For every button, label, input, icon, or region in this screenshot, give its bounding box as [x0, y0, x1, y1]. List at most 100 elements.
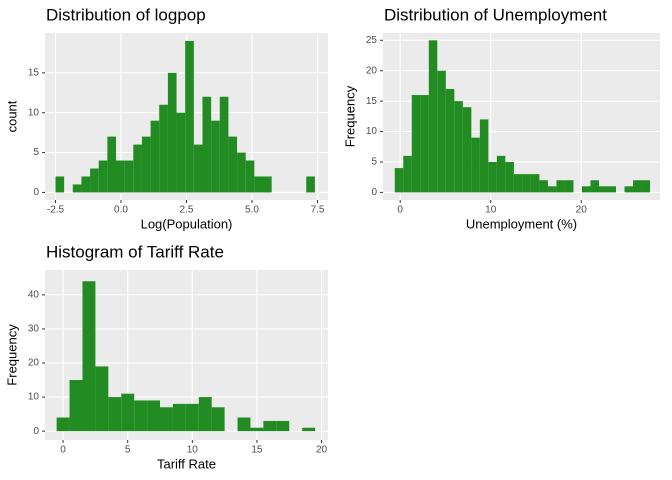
bar [245, 160, 255, 193]
bar [211, 407, 225, 432]
bar [160, 407, 173, 432]
bar [90, 168, 99, 193]
bar [420, 95, 429, 193]
bar [263, 420, 277, 432]
bar [590, 180, 599, 193]
bar [108, 397, 122, 432]
bar [250, 427, 264, 432]
y-tick-label: 0 [371, 187, 377, 198]
y-tick-label: 10 [366, 126, 378, 137]
chart-title: Histogram of Tariff Rate [46, 242, 224, 261]
bar [254, 176, 264, 193]
bar [302, 427, 316, 432]
bar [513, 174, 523, 193]
bar [496, 155, 506, 193]
y-tick-label: 10 [28, 107, 40, 118]
bar [403, 155, 412, 193]
bar [471, 137, 480, 193]
bar [134, 400, 148, 432]
y-tick-label: 15 [366, 96, 378, 107]
bar [539, 180, 548, 193]
bar [607, 186, 617, 193]
bar [55, 176, 65, 193]
bar [172, 403, 186, 432]
bar [159, 104, 168, 193]
bar [547, 186, 557, 193]
bar [219, 96, 229, 193]
bar [462, 107, 472, 193]
bar [133, 144, 142, 193]
bar [72, 184, 82, 193]
bar [641, 180, 651, 193]
bar [411, 95, 421, 193]
bar [437, 70, 446, 193]
bar [445, 88, 455, 193]
x-tick-label: -2.5 [47, 205, 65, 216]
x-tick-label: 7.5 [311, 205, 325, 216]
y-tick-label: 15 [28, 67, 40, 78]
bar [193, 144, 203, 193]
bar [276, 420, 290, 432]
x-tick-label: 20 [576, 205, 588, 216]
x-tick-label: 0 [397, 205, 403, 216]
bar [202, 96, 212, 193]
bar [479, 119, 489, 193]
chart-title: Distribution of logpop [46, 5, 206, 24]
bar [211, 120, 220, 193]
bar [176, 112, 186, 193]
bar [598, 186, 608, 193]
y-tick-label: 5 [33, 147, 39, 158]
bar [167, 72, 177, 193]
bar [95, 366, 109, 432]
y-axis-title: Frequency [4, 324, 19, 386]
x-tick-label: 0 [60, 445, 66, 456]
x-tick-label: 10 [187, 445, 199, 456]
x-axis-title: Log(Population) [141, 216, 233, 231]
y-tick-label: 20 [366, 65, 378, 76]
x-tick-label: 10 [485, 205, 497, 216]
bar [147, 400, 161, 432]
x-axis-title: Tariff Rate [157, 456, 216, 471]
bar [237, 417, 251, 432]
y-tick-label: 20 [28, 358, 40, 369]
x-tick-label: 5.0 [245, 205, 259, 216]
bar [394, 168, 404, 193]
bar [581, 186, 591, 193]
chart-title: Distribution of Unemployment [384, 5, 607, 24]
bar [556, 180, 565, 193]
bar [107, 136, 117, 193]
bar [530, 174, 540, 193]
bar [633, 180, 642, 193]
x-tick-label: 15 [251, 445, 263, 456]
y-tick-label: 5 [371, 157, 377, 168]
x-tick-label: 0.0 [114, 205, 128, 216]
bar [124, 160, 134, 193]
bar [141, 136, 151, 193]
x-tick-label: 5 [125, 445, 131, 456]
bar [306, 176, 315, 193]
bar [237, 152, 246, 193]
x-tick-label: 2.5 [180, 205, 194, 216]
y-tick-label: 0 [33, 426, 39, 437]
bar [185, 40, 194, 193]
y-tick-label: 40 [28, 290, 40, 301]
bar [505, 161, 514, 193]
x-tick-label: 20 [316, 445, 328, 456]
bar [624, 186, 634, 193]
y-tick-label: 10 [28, 392, 40, 403]
bar [428, 40, 438, 193]
bar [69, 380, 83, 432]
bar [81, 176, 91, 193]
y-tick-label: 30 [28, 324, 40, 335]
bar [488, 161, 497, 193]
x-axis-title: Unemployment (%) [466, 216, 577, 231]
y-tick-label: 0 [33, 187, 39, 198]
bar [263, 176, 272, 193]
bar [82, 281, 96, 432]
bar [454, 101, 463, 193]
y-axis-title: count [4, 100, 19, 132]
bar [56, 417, 70, 432]
bar [150, 120, 160, 193]
